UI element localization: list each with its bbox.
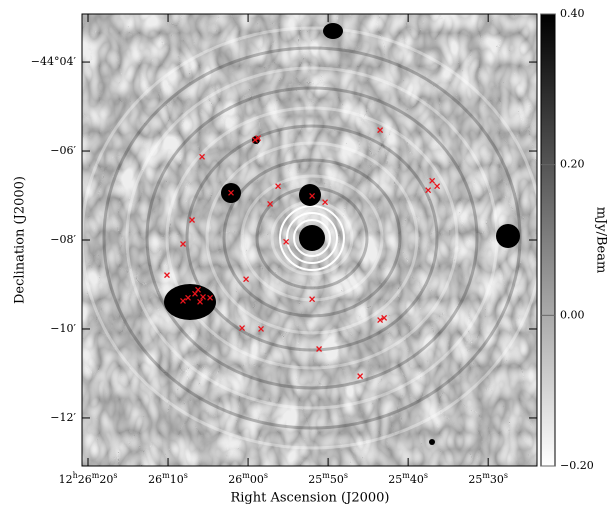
- colorbar: [541, 14, 555, 466]
- colorbar-tick-label: 0.20: [560, 158, 585, 171]
- y-tick-label: −12′: [50, 411, 76, 424]
- x-tick-label: 26m10s: [148, 471, 188, 487]
- x-tick-label: 25m30s: [468, 471, 508, 487]
- y-tick-label: −06′: [50, 144, 76, 157]
- sky-image: [82, 14, 542, 466]
- colorbar-tick-label: −0.20: [560, 459, 594, 472]
- chart: Right Ascension (J2000) Declination (J20…: [0, 0, 616, 513]
- x-tick-label: 26m00s: [228, 471, 268, 487]
- x-tick-label: 25m50s: [308, 471, 348, 487]
- y-tick-label: −08′: [50, 233, 76, 246]
- y-axis-label: Declination (J2000): [13, 176, 28, 304]
- colorbar-label: mJy/Beam: [594, 207, 609, 274]
- x-tick-label: 25m40s: [388, 471, 428, 487]
- colorbar-tick-label: 0.40: [560, 7, 585, 20]
- y-tick-label: −10′: [50, 322, 76, 335]
- x-tick-label: 12h26m20s: [59, 471, 118, 487]
- colorbar-tick-label: 0.00: [560, 308, 585, 321]
- x-axis-label: Right Ascension (J2000): [230, 491, 389, 506]
- y-tick-label: −44°04′: [31, 55, 77, 68]
